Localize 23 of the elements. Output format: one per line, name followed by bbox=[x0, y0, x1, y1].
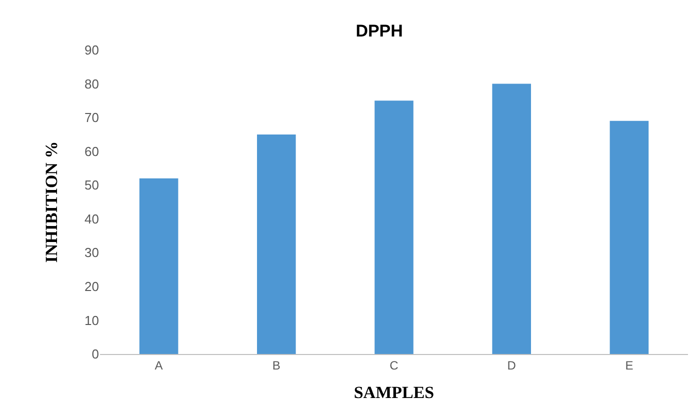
bar bbox=[139, 178, 178, 354]
y-tick-label: 60 bbox=[84, 144, 99, 159]
bar bbox=[257, 134, 296, 354]
y-axis-title: INHIBITION % bbox=[42, 141, 62, 263]
chart-title: DPPH bbox=[356, 22, 403, 41]
y-tick-label: 40 bbox=[84, 211, 99, 226]
x-tick-label: A bbox=[154, 358, 163, 372]
x-tick-label: C bbox=[390, 358, 399, 372]
y-tick-label: 0 bbox=[92, 346, 99, 362]
x-tick-label: B bbox=[272, 358, 280, 372]
bar bbox=[492, 84, 531, 354]
y-tick-label: 80 bbox=[84, 76, 99, 92]
y-tick-label: 30 bbox=[84, 245, 99, 260]
bar bbox=[374, 100, 414, 354]
x-tick-label: E bbox=[625, 358, 634, 372]
y-tick-label: 70 bbox=[84, 110, 99, 126]
y-tick-label: 20 bbox=[84, 278, 99, 294]
x-axis-title: SAMPLES bbox=[354, 382, 434, 402]
bar bbox=[610, 120, 649, 354]
x-tick-label: D bbox=[507, 358, 516, 372]
y-tick-label: 90 bbox=[84, 42, 99, 58]
y-tick-label: 50 bbox=[84, 178, 99, 193]
y-tick-label: 10 bbox=[84, 312, 99, 328]
